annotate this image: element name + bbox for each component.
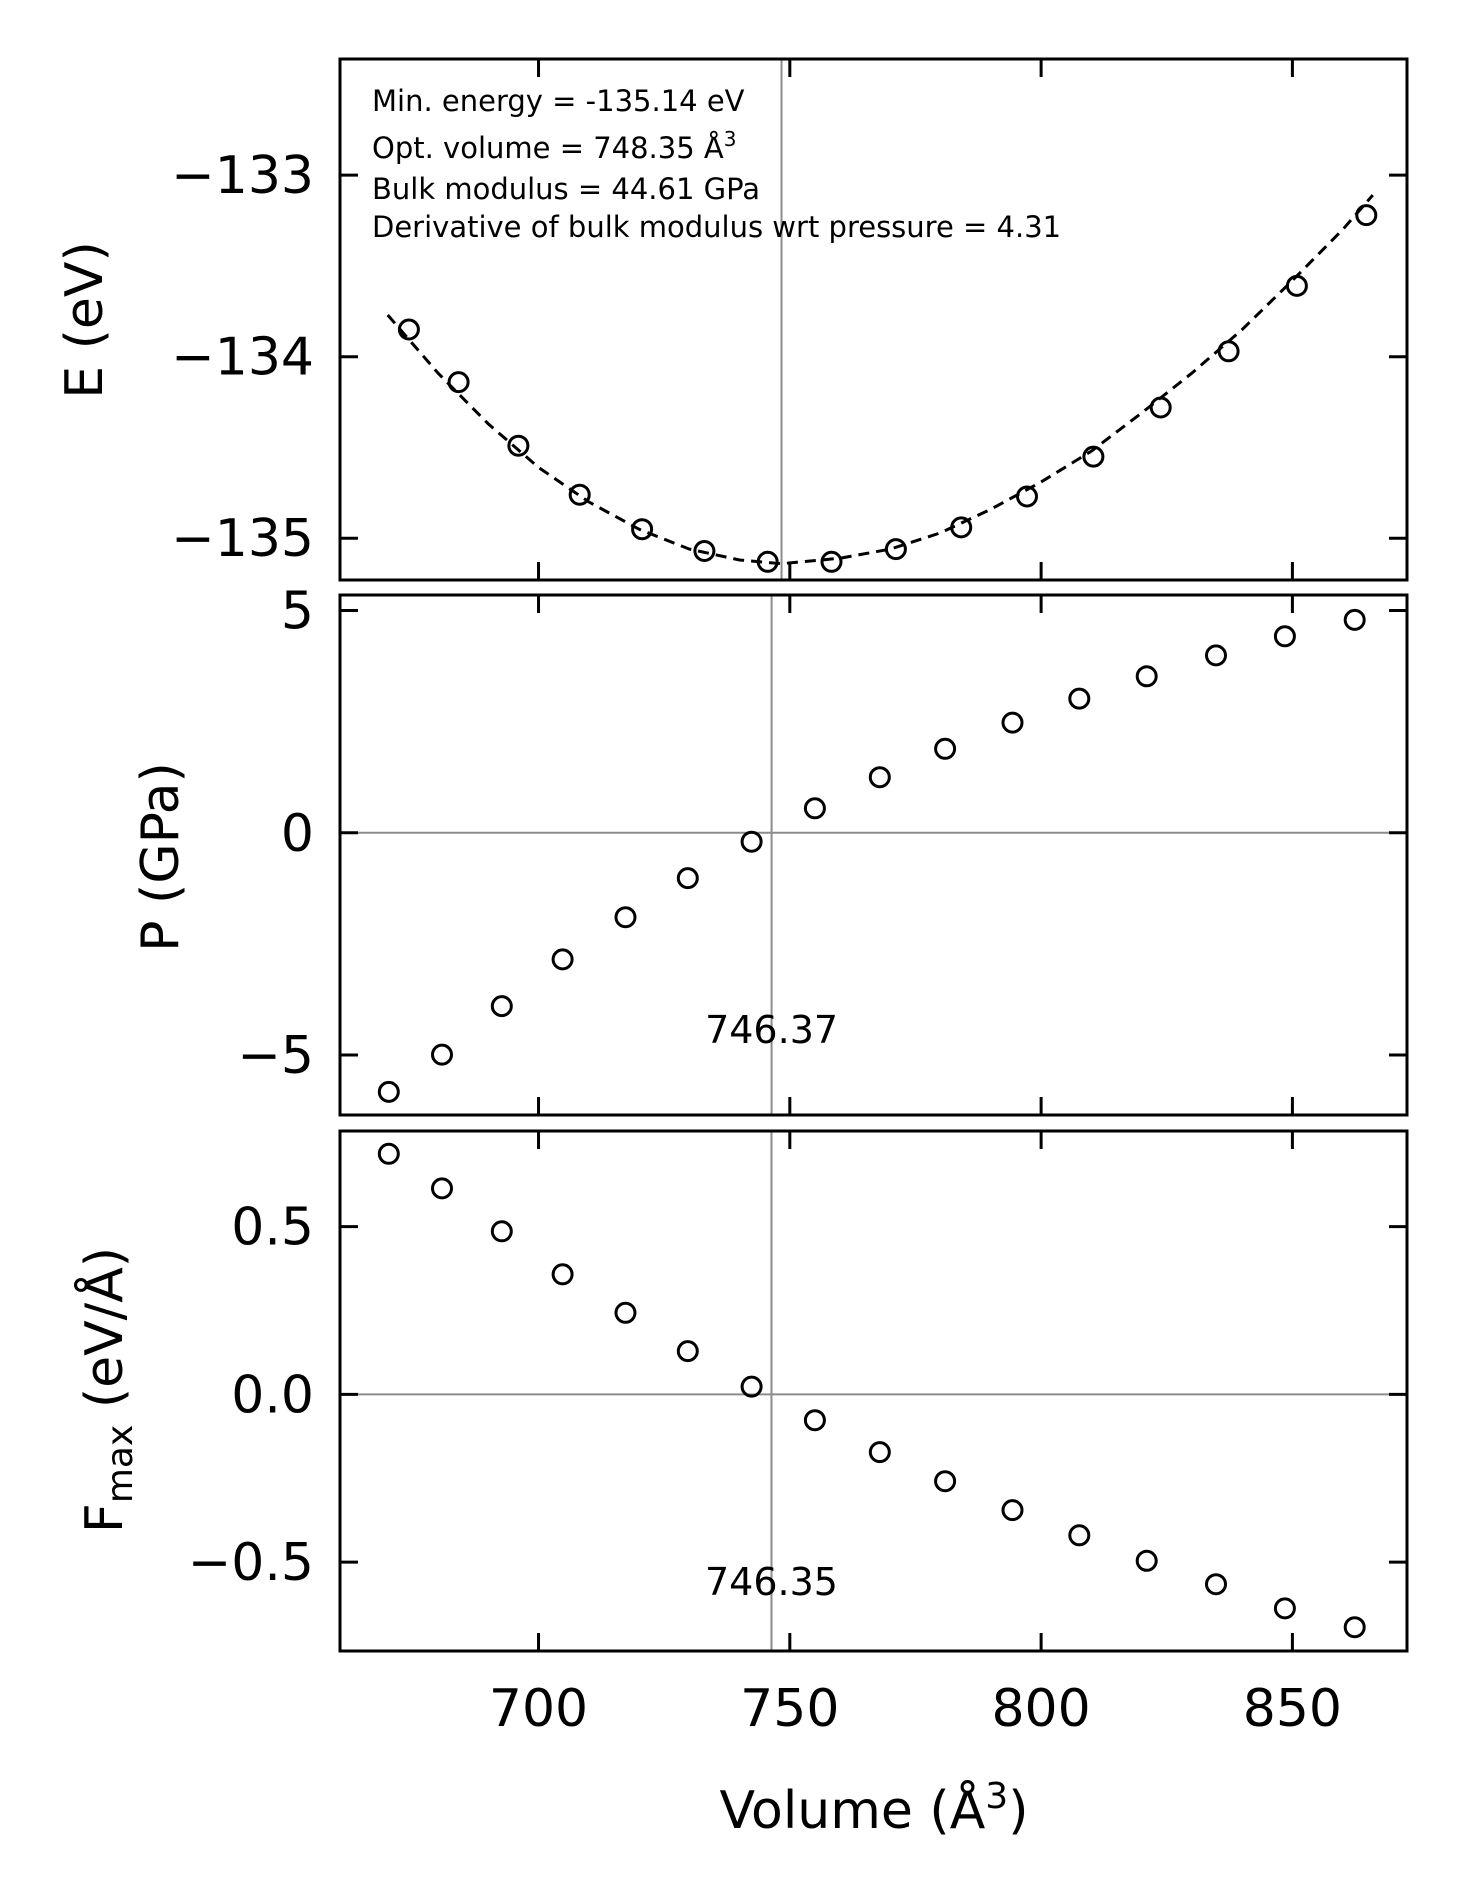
bulk-modulus-annotation: Bulk modulus = 44.61 GPa <box>372 172 760 206</box>
pressure-data-point <box>490 995 513 1018</box>
energy-data-point <box>950 516 973 539</box>
energy-data-point <box>568 483 591 506</box>
pressure-data-point <box>551 948 574 971</box>
max_force-data-point <box>551 1263 574 1286</box>
pressure-y-tick-label: −5 <box>237 1026 314 1086</box>
force-axes-frame <box>338 1129 1409 1653</box>
energy-fit-line <box>386 194 1374 566</box>
energy-fit-group <box>386 194 1374 566</box>
max_force-y-tick-label: 0.0 <box>231 1365 314 1425</box>
energy-ticks: −133 −134 −135 <box>171 59 1407 580</box>
max_force-data-point <box>1205 1573 1227 1596</box>
pressure-y-axis-label: P (GPa) <box>131 762 191 952</box>
opt-volume-superscript: 3 <box>724 127 737 151</box>
energy-data-point <box>1285 274 1308 297</box>
bulk-derivative-annotation: Derivative of bulk modulus wrt pressure … <box>372 210 1061 244</box>
energy-y-tick-label: −134 <box>171 328 314 388</box>
energy-data-point <box>1016 485 1038 508</box>
energy-panel: −133 −134 −135 Min. energy = -135.14 eV Op… <box>55 57 1409 582</box>
max_force-y-tick-label: 0.5 <box>231 1198 314 1258</box>
max_force-data-point <box>1135 1549 1158 1572</box>
max_force-data-point <box>676 1340 699 1363</box>
max_force-data-point <box>1273 1597 1296 1620</box>
max_force-data-point <box>740 1375 763 1398</box>
pressure-data-point <box>868 766 891 789</box>
pressure-data-point <box>1135 665 1158 688</box>
volume-x-tick-label: 700 <box>489 1679 588 1739</box>
pressure-y-tick-label: 5 <box>281 582 314 642</box>
force-panel: 0.5 0.0 −0.5 746.35 Fmax (eV/Å) <box>73 1129 1409 1653</box>
max_force-data-point <box>934 1470 957 1493</box>
pressure-data-point <box>740 830 763 853</box>
pressure-data-point <box>934 737 957 760</box>
energy-data-point <box>693 540 716 562</box>
pressure-data-point <box>1205 644 1227 667</box>
opt-volume-annotation: Opt. volume = 748.35 Å3 <box>372 127 736 165</box>
max_force-data-point <box>1068 1524 1091 1547</box>
energy-data-point <box>507 434 530 457</box>
energy-data-point <box>1082 445 1105 468</box>
max_force-data-point <box>803 1409 826 1432</box>
energy-y-tick-label: −135 <box>171 509 314 569</box>
pressure-axes-frame <box>338 593 1409 1117</box>
force-crossing-label: 746.35 <box>705 1560 838 1604</box>
opt-volume-text: Opt. volume = 748.35 Å <box>372 131 724 165</box>
pressure-ticks: 5 0 −5 <box>237 582 1407 1115</box>
energy-data-point <box>1355 204 1378 227</box>
volume-label-superscript: 3 <box>985 1776 1008 1817</box>
energy-data-point <box>1149 396 1172 419</box>
pressure-data-point <box>1001 711 1024 734</box>
pressure-data-point <box>803 797 826 820</box>
max_force-data-point <box>1343 1616 1366 1639</box>
energy-markers <box>397 204 1378 573</box>
force-markers <box>377 1142 1366 1639</box>
force-reference-lines <box>340 1131 1407 1651</box>
max_force-data-point <box>868 1441 891 1464</box>
volume-x-axis-label: Volume (Å3) <box>720 1776 1029 1841</box>
pressure-y-tick-label: 0 <box>281 804 314 864</box>
energy-axes-frame <box>338 57 1409 582</box>
pressure-markers <box>377 608 1366 1103</box>
max_force-data-point <box>614 1301 637 1324</box>
pressure-data-point <box>431 1043 453 1066</box>
volume-x-tick-label: 850 <box>1243 1679 1342 1739</box>
energy-data-point <box>820 550 843 573</box>
pressure-panel: 5 0 −5 746.37 P (GPa) <box>131 582 1409 1117</box>
pressure-data-point <box>1273 625 1296 648</box>
force-ticks: 0.5 0.0 −0.5 <box>188 1131 1407 1651</box>
force-label-tail: (eV/Å) <box>73 1247 135 1425</box>
max_force-data-point <box>1001 1499 1024 1522</box>
force-y-axis-label: Fmax (eV/Å) <box>73 1247 141 1533</box>
energy-data-point <box>1217 340 1240 363</box>
volume-label-tail: ) <box>1008 1781 1028 1841</box>
max_force-data-point <box>431 1177 453 1200</box>
force-label-subscript: max <box>100 1425 141 1503</box>
energy-data-point <box>756 550 779 573</box>
energy-y-tick-label: −133 <box>171 146 314 206</box>
volume-x-tick-label: 800 <box>991 1679 1090 1739</box>
volume-label-main: Volume (Å <box>720 1779 986 1841</box>
energy-data-point <box>631 518 654 541</box>
max_force-y-tick-label: −0.5 <box>188 1533 314 1593</box>
pressure-reference-lines <box>340 595 1407 1115</box>
energy-data-point <box>447 371 470 394</box>
pressure-data-point <box>614 906 637 929</box>
max_force-data-point <box>490 1220 513 1243</box>
pressure-data-point <box>676 867 699 890</box>
pressure-data-point <box>1343 608 1366 631</box>
volume-x-tick-label: 750 <box>740 1679 839 1739</box>
force-label-main: F <box>75 1503 135 1533</box>
energy-data-point <box>397 318 420 341</box>
pressure-data-point <box>1068 687 1091 710</box>
volume-x-tick-labels: 700 750 800 850 <box>489 1679 1342 1739</box>
energy-y-axis-label: E (eV) <box>55 241 115 399</box>
pressure-data-point <box>377 1080 400 1103</box>
energy-data-point <box>884 538 907 561</box>
pressure-crossing-label: 746.37 <box>705 1008 838 1052</box>
max_force-data-point <box>377 1142 400 1165</box>
min-energy-annotation: Min. energy = -135.14 eV <box>372 84 745 118</box>
